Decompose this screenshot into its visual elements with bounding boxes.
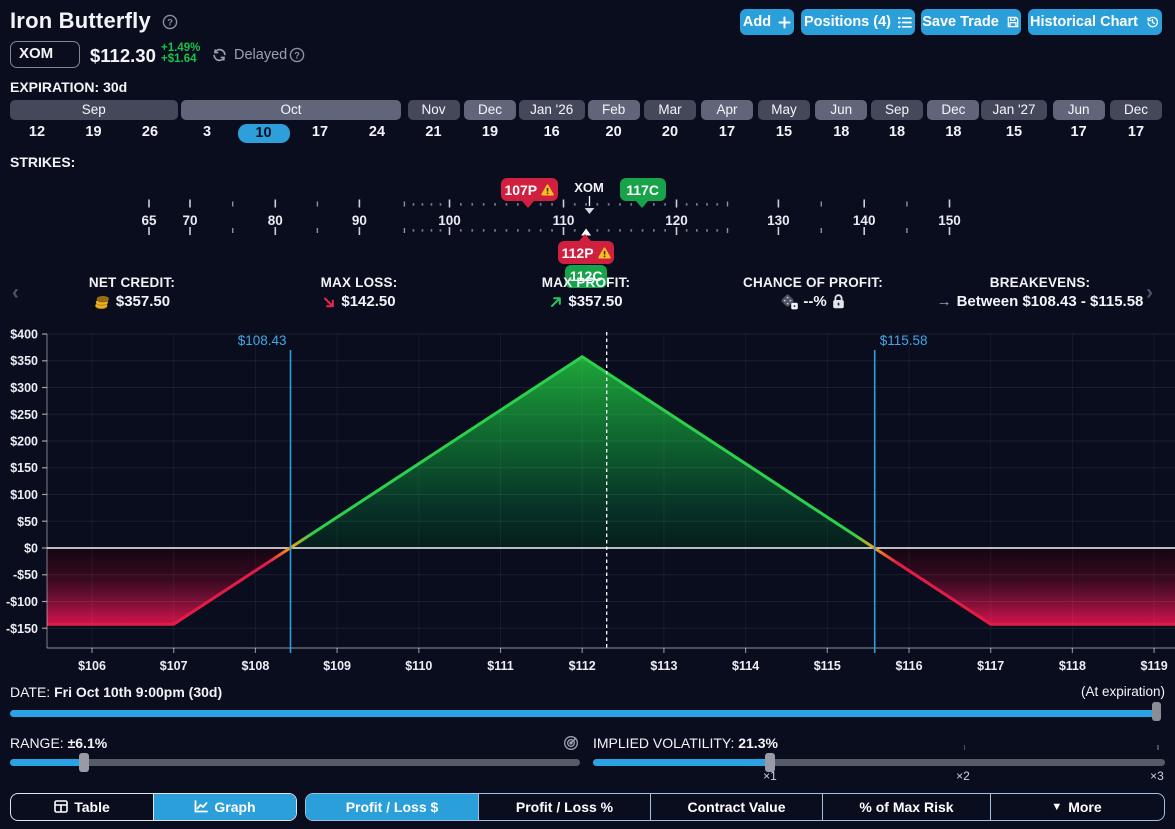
- svg-text:$200: $200: [10, 435, 38, 449]
- svg-text:70: 70: [182, 213, 197, 228]
- svg-text:$0: $0: [24, 542, 38, 556]
- svg-text:$111: $111: [487, 659, 513, 673]
- svg-text:$400: $400: [10, 328, 38, 342]
- svg-text:?: ?: [167, 17, 173, 28]
- svg-text:-$150: -$150: [6, 622, 38, 636]
- svg-text:65: 65: [141, 213, 157, 228]
- svg-text:$109: $109: [323, 659, 351, 673]
- svg-text:$116: $116: [895, 659, 922, 673]
- svg-text:150: 150: [938, 213, 961, 228]
- svg-text:$100: $100: [10, 488, 38, 502]
- svg-text:$108.43: $108.43: [238, 333, 287, 348]
- svg-text:$119: $119: [1141, 659, 1168, 673]
- svg-text:$106: $106: [78, 659, 106, 673]
- svg-text:140: 140: [853, 213, 876, 228]
- svg-text:$108: $108: [241, 659, 269, 673]
- svg-text:120: 120: [665, 213, 688, 228]
- svg-text:$115.58: $115.58: [880, 333, 928, 348]
- svg-text:$114: $114: [732, 659, 759, 673]
- svg-text:130: 130: [767, 213, 790, 228]
- svg-text:$150: $150: [10, 461, 38, 475]
- svg-text:$300: $300: [10, 381, 38, 395]
- svg-text:90: 90: [352, 213, 367, 228]
- svg-text:$113: $113: [650, 659, 677, 673]
- svg-text:110: 110: [553, 213, 575, 228]
- svg-text:$117: $117: [977, 659, 1004, 673]
- svg-text:-$50: -$50: [13, 568, 38, 582]
- svg-text:$110: $110: [405, 659, 432, 673]
- svg-text:$112: $112: [569, 659, 596, 673]
- svg-text:$118: $118: [1059, 659, 1086, 673]
- svg-text:-$100: -$100: [6, 595, 38, 609]
- svg-text:$107: $107: [160, 659, 188, 673]
- svg-text:$50: $50: [17, 515, 38, 529]
- svg-text:$350: $350: [10, 354, 38, 368]
- svg-text:$250: $250: [10, 408, 38, 422]
- svg-text:100: 100: [438, 213, 461, 228]
- svg-text:80: 80: [268, 213, 283, 228]
- svg-text:$115: $115: [814, 659, 841, 673]
- svg-text:?: ?: [294, 50, 300, 61]
